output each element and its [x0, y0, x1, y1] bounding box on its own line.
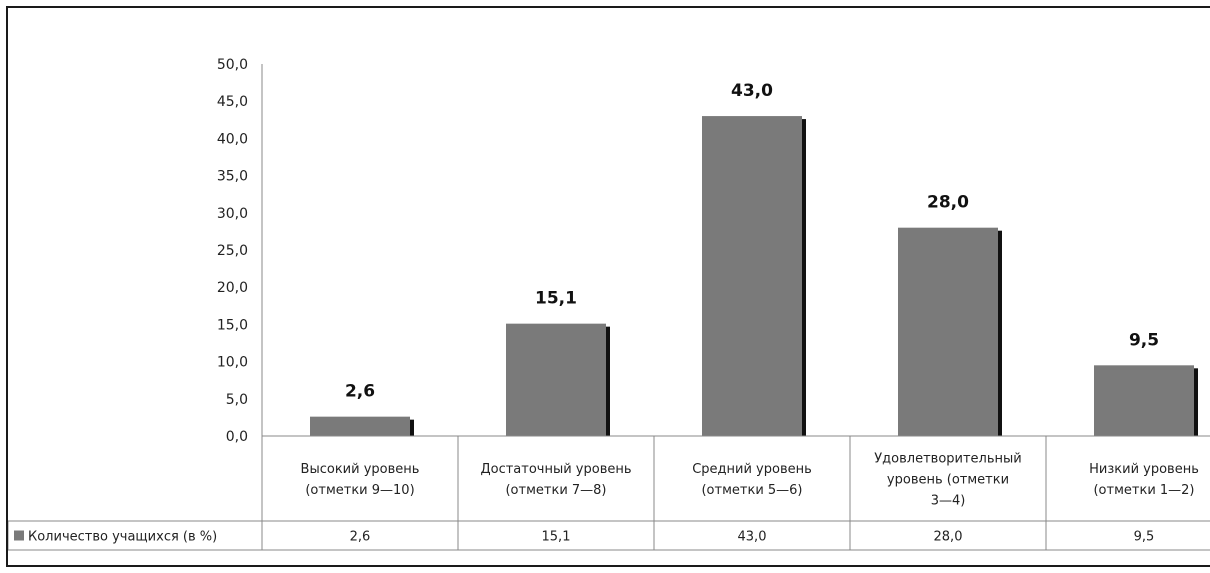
y-tick-label: 25,0: [217, 243, 248, 259]
bar: [702, 116, 802, 436]
data-label: 15,1: [535, 289, 577, 309]
category-label-line: (отметки 1—2): [1093, 483, 1194, 498]
category-label: Низкий уровень (отметки 1—2): [1089, 462, 1199, 498]
table-value: 28,0: [934, 530, 963, 545]
category-label: Удовлетворительный уровень (отметки 3—4): [874, 452, 1021, 509]
category-label-line: Низкий уровень: [1089, 462, 1199, 477]
y-tick-label: 40,0: [217, 131, 248, 147]
y-tick-label: 35,0: [217, 169, 248, 185]
legend-key: [14, 530, 24, 541]
category-label-line: Средний уровень: [692, 462, 812, 477]
data-label: 28,0: [927, 193, 969, 213]
data-label: 43,0: [731, 81, 773, 101]
table-value: 2,6: [350, 530, 371, 545]
category-label-line: уровень (отметки: [887, 473, 1009, 488]
category-label-line: Высокий уровень: [301, 462, 420, 477]
bar: [310, 416, 410, 436]
category-label: Средний уровень (отметки 5—6): [692, 462, 812, 498]
chart-frame: 0,0 5,0 10,0 15,0 20,0 25,0 30,0 35,0 40,0 45,0 50…: [6, 6, 1210, 567]
table-value: 9,5: [1134, 530, 1155, 545]
y-tick-label: 5,0: [226, 392, 248, 408]
y-tick-label: 0,0: [226, 429, 248, 445]
category-label-line: (отметки 7—8): [505, 483, 606, 498]
y-tick-label: 45,0: [217, 94, 248, 110]
bar: [1094, 365, 1194, 436]
data-label: 9,5: [1129, 330, 1159, 350]
bar: [898, 227, 998, 436]
y-tick-label: 30,0: [217, 206, 248, 222]
y-tick-label: 15,0: [217, 317, 248, 333]
category-label-line: 3—4): [931, 494, 966, 509]
legend-label: Количество учащихся (в %): [28, 530, 217, 545]
category-label: Достаточный уровень (отметки 7—8): [480, 462, 631, 498]
data-label: 2,6: [345, 382, 375, 402]
table-value: 15,1: [542, 530, 571, 545]
y-tick-label: 20,0: [217, 280, 248, 296]
category-label-line: Достаточный уровень: [480, 462, 631, 477]
category-label: Высокий уровень (отметки 9—10): [301, 462, 420, 498]
bar-chart: 0,0 5,0 10,0 15,0 20,0 25,0 30,0 35,0 40,0 45,0 50…: [8, 57, 1210, 551]
table-value: 43,0: [738, 530, 767, 545]
category-label-line: (отметки 9—10): [305, 483, 414, 498]
y-tick-label: 50,0: [217, 57, 248, 73]
category-label-line: (отметки 5—6): [701, 483, 802, 498]
category-label-line: Удовлетворительный: [874, 452, 1021, 467]
bar: [506, 323, 606, 436]
y-tick-label: 10,0: [217, 355, 248, 371]
